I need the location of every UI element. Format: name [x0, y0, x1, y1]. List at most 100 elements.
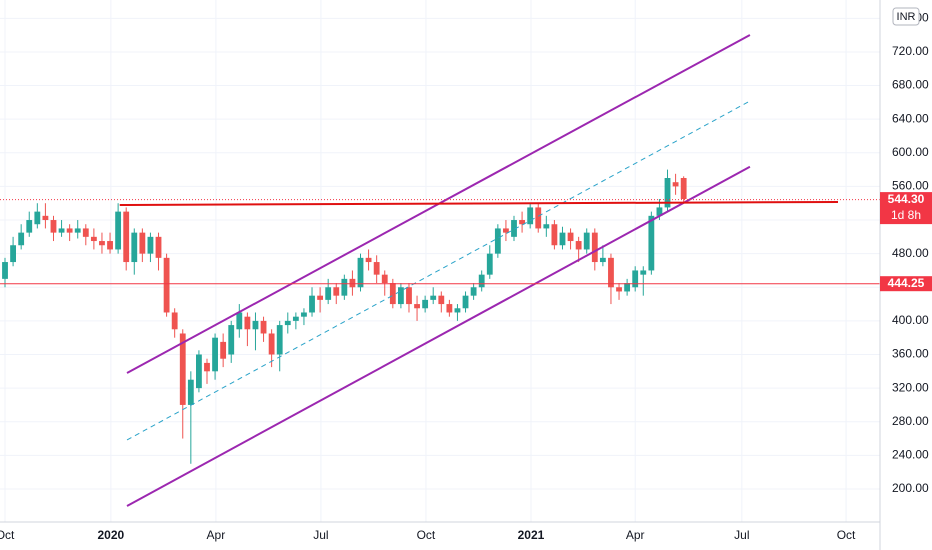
candle-body: [309, 295, 315, 313]
x-tick-label: Oct: [837, 528, 856, 542]
candle-body: [155, 236, 162, 258]
candle-body: [446, 304, 453, 313]
candle-body: [18, 232, 25, 246]
candle-body: [2, 262, 8, 279]
candle-body: [373, 262, 380, 275]
candle-body: [389, 283, 396, 305]
y-tick-label: 320.00: [892, 380, 929, 394]
candle-body: [656, 207, 663, 216]
candle-body: [543, 224, 550, 229]
candle-body: [301, 312, 307, 317]
candle-body: [50, 220, 57, 233]
price-label-box: [880, 192, 932, 225]
candle-body: [139, 232, 146, 254]
candle-body: [58, 228, 65, 233]
candle-body: [42, 215, 49, 221]
countdown-label: 1d 8h: [891, 208, 921, 222]
candle-body: [608, 257, 614, 288]
candle-body: [26, 220, 33, 233]
candle-body: [228, 325, 235, 355]
candle-body: [470, 287, 477, 296]
candle-body: [292, 316, 299, 321]
candle-body: [664, 178, 671, 208]
candle-body: [486, 253, 493, 275]
candle-body: [341, 278, 348, 296]
y-tick-label: 400.00: [892, 313, 929, 327]
candle-body: [123, 211, 130, 263]
y-tick-label: 280.00: [892, 414, 929, 428]
candle-body: [478, 274, 485, 288]
candle-body: [365, 257, 372, 263]
x-tick-label: Jul: [734, 528, 749, 542]
axes: 200.00240.00280.00320.00360.00400.00440.…: [0, 7, 932, 542]
price-label-box: [880, 276, 932, 292]
candle-body: [10, 245, 16, 263]
candle-body: [648, 215, 655, 271]
candle-body: [107, 241, 113, 250]
candle-body: [462, 295, 469, 309]
candle-body: [511, 220, 517, 237]
candle-body: [381, 274, 388, 284]
candle-body: [632, 270, 639, 288]
candle-body: [212, 337, 218, 372]
candle-body: [204, 362, 210, 372]
candle-body: [591, 232, 598, 263]
candle-body: [99, 241, 105, 246]
candle-body: [494, 228, 501, 254]
candle-body: [672, 182, 679, 187]
candle-body: [406, 287, 412, 305]
candle-body: [179, 333, 186, 405]
candle-body: [414, 304, 420, 309]
candle-body: [252, 320, 259, 330]
candle-body: [454, 308, 461, 313]
candle-body: [90, 236, 97, 242]
candle-body: [163, 257, 170, 313]
x-tick-label: Jul: [313, 528, 328, 542]
candle-body: [438, 295, 445, 305]
y-tick-label: 480.00: [892, 246, 929, 260]
candle-body: [131, 232, 138, 263]
y-tick-label: 560.00: [892, 179, 929, 193]
y-tick-label: 600.00: [892, 145, 929, 159]
currency-label: INR: [897, 11, 916, 23]
candle-body: [575, 241, 582, 250]
candle-body: [559, 232, 566, 246]
candle-body: [430, 295, 437, 300]
candle-body: [82, 228, 89, 237]
trend-line: [126, 100, 751, 441]
candle-body: [640, 270, 647, 275]
x-tick-label: Apr: [207, 528, 226, 542]
candle-body: [503, 228, 509, 233]
candle-body: [196, 354, 202, 389]
candle-body: [34, 211, 41, 225]
candle-body: [551, 224, 558, 246]
x-tick-label: 2021: [518, 528, 545, 542]
candle-body: [325, 287, 332, 300]
y-tick-label: 360.00: [892, 347, 929, 361]
x-tick-label: Apr: [626, 528, 645, 542]
price-label: 444.25: [888, 276, 925, 290]
candle-body: [357, 257, 364, 288]
candle-body: [187, 379, 194, 405]
currency-badge: [892, 7, 920, 26]
candle-body: [276, 325, 283, 355]
candle-body: [244, 316, 251, 330]
y-tick-label: 720.00: [892, 44, 929, 58]
candle-body: [397, 287, 404, 305]
candle-body: [115, 211, 122, 250]
plot: [2, 169, 687, 464]
trend-line: [126, 165, 751, 507]
candle-body: [519, 220, 525, 225]
candle-body: [236, 312, 243, 330]
candle-body: [171, 312, 178, 330]
y-tick-label: 640.00: [892, 111, 929, 125]
y-tick-label: 200.00: [892, 481, 929, 495]
y-tick-label: 680.00: [892, 78, 929, 92]
candle-body: [680, 178, 687, 200]
candle-body: [74, 228, 81, 233]
y-tick-label: 240.00: [892, 448, 929, 462]
price-label: 544.30: [888, 192, 925, 206]
candle-body: [583, 232, 590, 250]
